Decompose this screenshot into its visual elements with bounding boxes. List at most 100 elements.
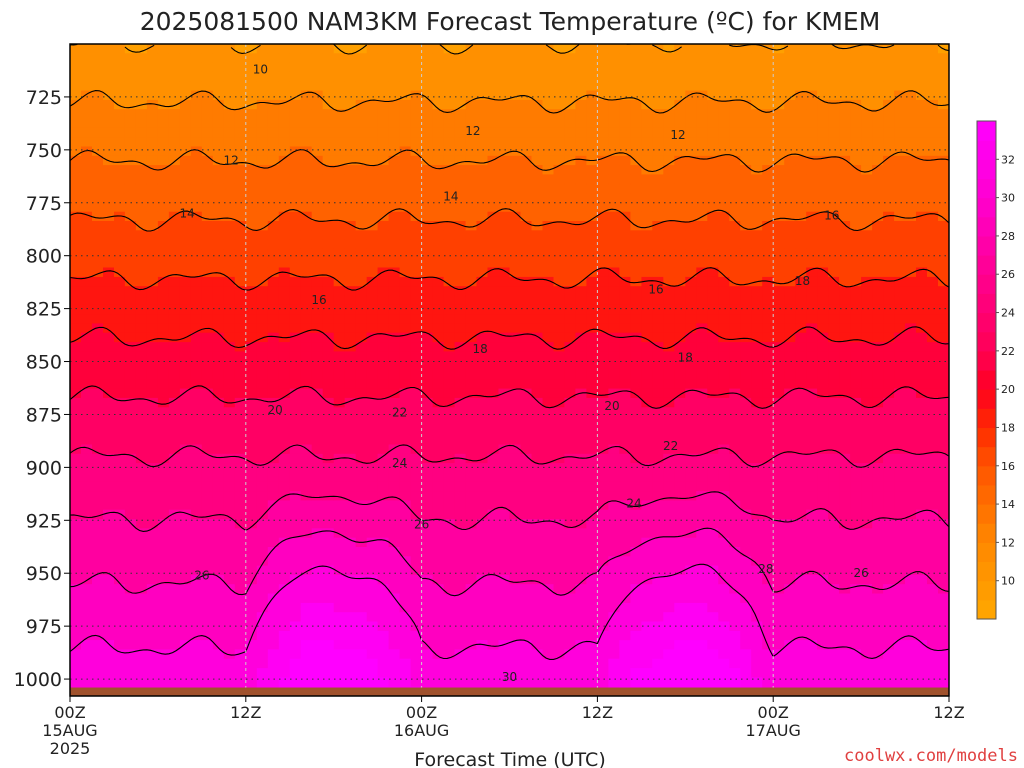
temperature-cell — [92, 565, 104, 576]
temperature-cell — [740, 509, 752, 520]
temperature-cell — [586, 165, 598, 175]
temperature-cell — [619, 630, 631, 641]
temperature-cell — [751, 53, 763, 64]
temperature-cell — [344, 183, 357, 194]
temperature-cell — [92, 416, 104, 427]
temperature-cell — [267, 602, 280, 613]
temperature-cell — [553, 444, 566, 455]
temperature-cell — [212, 332, 225, 343]
temperature-cell — [245, 658, 258, 669]
temperature-cell — [630, 137, 642, 147]
temperature-cell — [685, 248, 697, 259]
temperature-cell — [443, 248, 456, 259]
temperature-cell — [311, 491, 324, 501]
temperature-cell — [311, 565, 324, 576]
temperature-cell — [839, 668, 851, 678]
temperature-cell — [762, 155, 774, 166]
temperature-cell — [707, 351, 719, 362]
temperature-cell — [674, 388, 686, 399]
temperature-cell — [432, 99, 445, 110]
temperature-cell — [619, 453, 631, 464]
temperature-cell — [103, 332, 115, 343]
temperature-cell — [168, 602, 181, 613]
temperature-cell — [487, 370, 500, 380]
temperature-cell — [399, 444, 412, 455]
temperature-cell — [575, 453, 587, 464]
temperature-cell — [157, 90, 170, 101]
temperature-cell — [685, 668, 697, 678]
temperature-cell — [201, 332, 214, 343]
temperature-cell — [81, 118, 93, 129]
temperature-cell — [828, 565, 840, 576]
temperature-cell — [564, 193, 576, 203]
temperature-cell — [81, 276, 93, 287]
temperature-cell — [509, 286, 522, 297]
temperature-cell — [322, 44, 335, 54]
temperature-cell — [564, 444, 576, 455]
temperature-cell — [839, 221, 851, 231]
temperature-cell — [795, 146, 807, 157]
temperature-cell — [278, 658, 291, 669]
temperature-cell — [740, 528, 752, 539]
temperature-cell — [135, 593, 148, 604]
temperature-cell — [652, 370, 664, 380]
temperature-cell — [311, 211, 324, 222]
temperature-cell — [432, 109, 445, 120]
temperature-cell — [828, 183, 840, 194]
temperature-cell — [762, 425, 774, 436]
temperature-cell — [333, 62, 346, 73]
temperature-cell — [377, 388, 390, 399]
temperature-cell — [542, 295, 555, 306]
temperature-cell — [817, 658, 829, 669]
temperature-cell — [289, 435, 302, 446]
temperature-cell — [267, 537, 280, 548]
temperature-cell — [817, 323, 829, 334]
temperature-cell — [322, 137, 335, 147]
temperature-cell — [597, 668, 609, 678]
temperature-cell — [135, 81, 148, 92]
temperature-cell — [575, 574, 587, 585]
temperature-cell — [608, 351, 620, 362]
temperature-cell — [278, 612, 291, 623]
temperature-cell — [619, 267, 631, 278]
temperature-cell — [124, 127, 137, 138]
temperature-cell — [322, 146, 335, 157]
temperature-cell — [795, 109, 807, 120]
temperature-cell — [509, 342, 522, 352]
temperature-cell — [509, 99, 522, 110]
temperature-cell — [333, 556, 346, 567]
temperature-cell — [135, 211, 148, 222]
temperature-cell — [641, 677, 653, 688]
temperature-cell — [630, 612, 642, 623]
temperature-cell — [795, 407, 807, 418]
temperature-cell — [179, 314, 192, 324]
temperature-cell — [674, 183, 686, 194]
temperature-cell — [597, 174, 609, 185]
temperature-cell — [355, 221, 368, 231]
temperature-cell — [377, 221, 390, 231]
temperature-cell — [685, 258, 697, 269]
temperature-cell — [795, 574, 807, 585]
temperature-cell — [696, 230, 708, 241]
temperature-cell — [92, 453, 104, 464]
temperature-cell — [663, 155, 675, 166]
temperature-cell — [256, 127, 269, 138]
temperature-cell — [135, 267, 148, 278]
temperature-cell — [212, 379, 225, 390]
temperature-cell — [740, 258, 752, 269]
temperature-cell — [289, 90, 302, 101]
temperature-cell — [520, 109, 533, 120]
temperature-cell — [179, 556, 192, 567]
temperature-cell — [476, 463, 489, 473]
temperature-cell — [729, 435, 741, 446]
temperature-cell — [630, 500, 642, 511]
temperature-cell — [135, 528, 148, 539]
temperature-cell — [564, 602, 576, 613]
temperature-cell — [740, 370, 752, 380]
temperature-cell — [564, 481, 576, 492]
temperature-cell — [630, 463, 642, 473]
temperature-cell — [410, 71, 423, 82]
temperature-cell — [245, 640, 258, 650]
temperature-cell — [311, 239, 324, 250]
temperature-cell — [355, 593, 368, 604]
